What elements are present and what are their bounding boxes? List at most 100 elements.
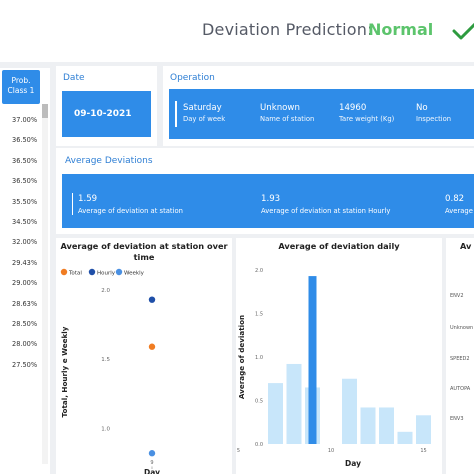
- bar[interactable]: [397, 431, 413, 444]
- category-label: ENV3: [450, 416, 464, 422]
- station-name-value: Unknown: [260, 103, 300, 113]
- bar[interactable]: [286, 363, 302, 444]
- data-point[interactable]: [148, 296, 156, 303]
- operation-box: Saturday Day of week Unknown Name of sta…: [169, 89, 474, 139]
- x-tick-label: 15: [420, 448, 426, 454]
- probability-item[interactable]: 35.50%: [12, 197, 38, 206]
- category-label: ENV2: [450, 293, 464, 299]
- bar-chart-svg: 0.0 0.5 1.0 1.5 2.0 5 10 15 Day Average of deviat…: [237, 268, 431, 468]
- station-name-label: Name of station: [260, 115, 315, 123]
- date-title: Date: [63, 73, 85, 83]
- x-tick-label: 9: [150, 460, 153, 466]
- y-tick-label: 0.0: [255, 442, 263, 448]
- y-tick-label: 1.0: [255, 355, 263, 361]
- operation-field-tare: 14960 Tare weight (Kg): [339, 103, 394, 123]
- tare-weight-value: 14960: [339, 103, 367, 113]
- y-tick-label: 0.5: [255, 399, 263, 405]
- y-tick-label: 1.5: [101, 357, 110, 363]
- operation-divider: [175, 101, 177, 127]
- avg-third: 0.82 Average: [445, 194, 473, 215]
- bar[interactable]: [342, 378, 357, 444]
- inspection-value: No: [416, 103, 428, 113]
- average-deviations-box: 1.59 Average of deviation at station 1.9…: [62, 174, 474, 228]
- x-tick-label: 5: [237, 448, 240, 454]
- deviation-prediction-label: Deviation Prediction:: [202, 20, 373, 39]
- bar-chart-title: Average of deviation daily: [278, 241, 400, 251]
- bar[interactable]: [379, 407, 394, 444]
- probability-item[interactable]: 36.50%: [12, 136, 38, 145]
- average-divider: [72, 193, 73, 215]
- scatter-chart-title: Average of deviation at station over tim…: [60, 241, 228, 262]
- y-tick-label: 1.5: [255, 312, 263, 318]
- average-deviations-title: Average Deviations: [65, 156, 153, 166]
- slicer-title-line2: Class 1: [7, 86, 35, 95]
- category-label: SPEED2: [450, 356, 470, 362]
- inspection-label: Inspection: [416, 115, 452, 123]
- x-axis-label: Day: [144, 468, 160, 474]
- y-tick-label: 2.0: [101, 288, 110, 294]
- avg-hourly-label: Average of deviation at station Hourly: [261, 207, 391, 215]
- probability-item[interactable]: 36.50%: [12, 177, 38, 186]
- deviation-prediction-value: Normal: [368, 20, 434, 39]
- probability-slicer-panel: Prob. Class 1 37.00% 36.50% 36.50% 36.50% 35…: [0, 68, 50, 474]
- operation-field-inspection: No Inspection: [416, 103, 451, 123]
- y-axis-label: Total, Hourly e Weekly: [60, 326, 69, 417]
- data-point[interactable]: [148, 450, 156, 457]
- header-bar: Deviation Prediction: Normal: [0, 0, 474, 62]
- date-box: 09-10-2021: [62, 91, 151, 137]
- highlighted-bar[interactable]: [308, 276, 317, 444]
- avg-hourly-value: 1.93: [261, 194, 281, 204]
- bar[interactable]: [360, 407, 376, 444]
- x-tick-note: 0: [151, 466, 153, 470]
- bar[interactable]: [268, 383, 283, 444]
- probability-item[interactable]: 29.43%: [12, 258, 38, 267]
- avg-third-label: Average: [445, 207, 473, 215]
- data-point[interactable]: [148, 343, 156, 350]
- operation-title: Operation: [170, 73, 215, 83]
- probability-item[interactable]: 34.50%: [12, 217, 38, 226]
- station-chart-title: Av: [460, 241, 472, 251]
- category-label: Unknown: [450, 325, 473, 331]
- legend-label: Weekly: [124, 271, 145, 277]
- date-value: 09-10-2021: [74, 109, 132, 119]
- scrollbar-thumb[interactable]: [42, 104, 48, 118]
- avg-station-hourly: 1.93 Average of deviation at station Hou…: [261, 194, 390, 215]
- y-axis-label: Average of deviation: [237, 315, 246, 399]
- station-chart-svg: ENV2 Unknown SPEED2 AUTOPA ENV3: [450, 293, 473, 422]
- probability-item[interactable]: 37.00%: [12, 116, 38, 124]
- probability-item[interactable]: 27.50%: [12, 360, 38, 369]
- avg-station: 1.59 Average of deviation at station: [78, 194, 183, 215]
- bar[interactable]: [416, 415, 431, 444]
- station-chart-card: Av ENV2 Unknown SPEED2 AUTOPA ENV3: [446, 238, 474, 474]
- x-axis-label: Day: [345, 459, 361, 468]
- y-tick-label: 2.0: [255, 268, 263, 274]
- probability-item[interactable]: 32.00%: [12, 238, 38, 247]
- bar-chart-card: Average of deviation daily 0.0 0.5 1.0 1.5 2…: [236, 238, 442, 474]
- probability-item[interactable]: 28.63%: [12, 299, 38, 308]
- probability-item[interactable]: 29.00%: [12, 279, 38, 288]
- slicer-scrollbar[interactable]: [42, 104, 48, 464]
- tare-weight-label: Tare weight (Kg): [339, 115, 395, 123]
- probability-list: 37.00% 36.50% 36.50% 36.50% 35.50% 34.50% 32.0…: [0, 110, 42, 375]
- avg-third-value: 0.82: [445, 194, 465, 204]
- slicer-header[interactable]: Prob. Class 1: [2, 70, 40, 104]
- slicer-title-line1: Prob.: [11, 76, 31, 85]
- legend-label: Hourly: [97, 271, 116, 277]
- legend-marker: [60, 268, 68, 276]
- probability-item[interactable]: 28.50%: [12, 319, 38, 328]
- probability-item[interactable]: 28.00%: [12, 340, 38, 349]
- day-of-week-value: Saturday: [183, 103, 222, 113]
- operation-field-day: Saturday Day of week: [183, 103, 225, 123]
- day-of-week-label: Day of week: [183, 115, 226, 123]
- legend-label: Total: [68, 271, 82, 277]
- x-tick-label: 10: [328, 448, 334, 454]
- scatter-chart-card: Average of deviation at station over tim…: [56, 238, 232, 474]
- legend-marker: [115, 268, 123, 276]
- operation-field-station: Unknown Name of station: [260, 103, 314, 123]
- avg-station-value: 1.59: [78, 194, 98, 204]
- avg-station-label: Average of deviation at station: [78, 207, 183, 215]
- probability-item[interactable]: 36.50%: [12, 156, 38, 165]
- category-label: AUTOPA: [450, 386, 471, 392]
